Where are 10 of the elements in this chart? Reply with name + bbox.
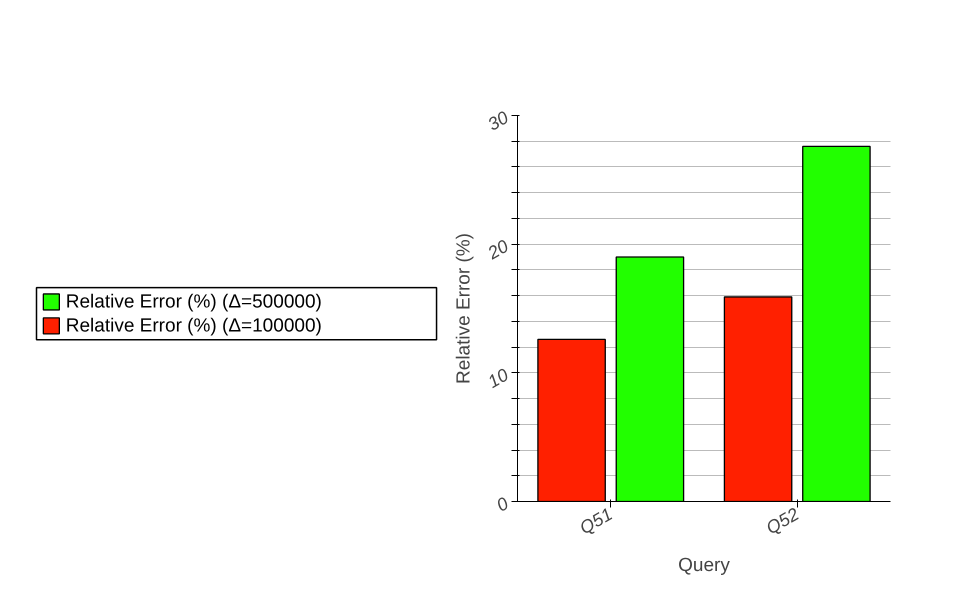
legend-label: Relative Error (%) (Δ=500000): [66, 291, 322, 312]
x-tick-label: Q52: [762, 504, 802, 538]
y-tick-label: 10: [484, 364, 512, 392]
y-axis-title: Relative Error (%): [454, 233, 475, 384]
x-axis-title: Query: [678, 554, 730, 576]
legend-label: Relative Error (%) (Δ=100000): [66, 315, 322, 336]
y-tick-label: 0: [493, 493, 512, 516]
y-tick-label: 20: [484, 236, 512, 264]
x-tick-label: Q51: [576, 504, 616, 538]
y-tick-label: 30: [484, 107, 512, 135]
